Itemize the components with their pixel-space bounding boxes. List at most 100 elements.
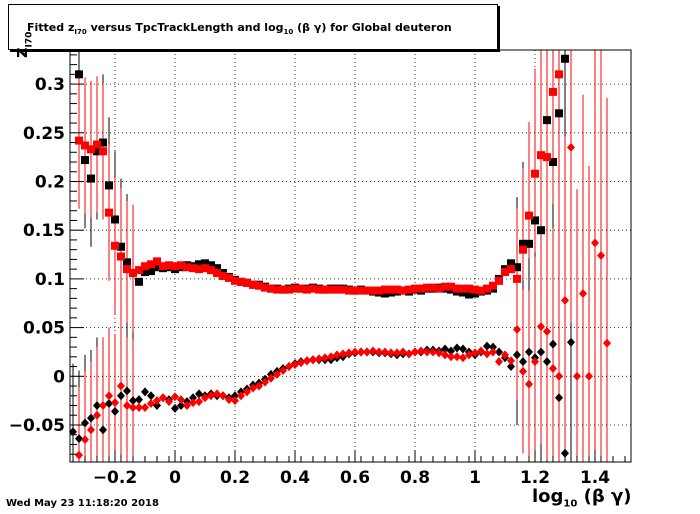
data-point-diamond bbox=[453, 343, 461, 353]
data-point-square bbox=[201, 264, 209, 273]
data-point-square bbox=[531, 169, 539, 178]
y-tick-labels: −0.05 0 0.05 0.1 0.15 0.2 0.25 0.3 bbox=[9, 75, 65, 436]
data-point-square bbox=[501, 268, 509, 277]
data-point-square bbox=[171, 262, 179, 271]
data-point-square bbox=[399, 286, 407, 295]
data-point-diamond bbox=[159, 393, 167, 403]
data-point-diamond bbox=[459, 353, 467, 363]
data-point-diamond bbox=[135, 395, 143, 405]
data-point-diamond bbox=[381, 347, 389, 357]
data-point-diamond bbox=[387, 348, 395, 358]
data-point-square bbox=[195, 260, 203, 269]
data-point-square bbox=[465, 290, 473, 299]
data-point-square bbox=[543, 153, 551, 162]
data-point-square bbox=[381, 285, 389, 294]
data-point-diamond bbox=[111, 398, 119, 408]
data-point-diamond bbox=[243, 387, 251, 397]
data-point-square bbox=[117, 252, 125, 261]
data-point-diamond bbox=[561, 295, 569, 305]
data-point-diamond bbox=[459, 344, 467, 354]
data-point-diamond bbox=[231, 396, 239, 406]
data-point-diamond bbox=[573, 371, 581, 381]
data-point-square bbox=[507, 265, 515, 274]
data-point-diamond bbox=[483, 349, 491, 359]
data-point-diamond bbox=[297, 358, 305, 368]
data-point-square bbox=[483, 284, 491, 293]
data-point-square bbox=[165, 261, 173, 270]
data-point-diamond bbox=[585, 371, 593, 381]
y-tick-label: 0.05 bbox=[23, 319, 65, 339]
data-point-diamond bbox=[201, 393, 209, 403]
data-point-diamond bbox=[591, 238, 599, 248]
x-tick-label: 0.6 bbox=[340, 468, 370, 488]
data-point-square bbox=[123, 265, 131, 274]
data-point-diamond bbox=[195, 389, 203, 399]
data-point-diamond bbox=[171, 403, 179, 413]
x-tick-label: 0.8 bbox=[400, 468, 430, 488]
data-point-diamond bbox=[537, 322, 545, 332]
y-tick-label: 0.25 bbox=[23, 124, 65, 144]
data-point-diamond bbox=[357, 347, 365, 357]
data-point-diamond bbox=[597, 251, 605, 261]
data-point-diamond bbox=[141, 387, 149, 397]
data-point-diamond bbox=[87, 425, 95, 435]
data-point-diamond bbox=[393, 348, 401, 358]
data-point-square bbox=[423, 283, 431, 292]
data-point-diamond bbox=[285, 362, 293, 372]
x-tick-label: 0.2 bbox=[220, 468, 250, 488]
data-point-square bbox=[285, 285, 293, 294]
data-point-square bbox=[375, 286, 383, 295]
data-point-diamond bbox=[555, 371, 563, 381]
data-point-square bbox=[207, 266, 215, 275]
data-point-diamond bbox=[225, 395, 233, 405]
data-point-square bbox=[561, 54, 569, 63]
data-point-square bbox=[153, 257, 161, 266]
data-point-diamond bbox=[171, 392, 179, 402]
data-point-square bbox=[291, 284, 299, 293]
data-point-diamond bbox=[429, 347, 437, 357]
data-point-diamond bbox=[543, 326, 551, 336]
data-point-square bbox=[129, 269, 137, 278]
data-point-diamond bbox=[117, 381, 125, 391]
data-point-diamond bbox=[141, 402, 149, 412]
data-point-square bbox=[465, 284, 473, 293]
data-point-square bbox=[123, 258, 131, 267]
data-point-square bbox=[477, 286, 485, 295]
x-tick-labels: −0.2 0 0.2 0.4 0.6 0.8 1 1.2 1.4 bbox=[93, 468, 610, 488]
data-point-square bbox=[207, 261, 215, 270]
data-point-diamond bbox=[117, 391, 125, 401]
data-point-square bbox=[147, 267, 155, 276]
data-point-diamond bbox=[489, 342, 497, 352]
y-tick-label: 0.1 bbox=[35, 270, 65, 290]
data-point-diamond bbox=[99, 425, 107, 435]
data-markers bbox=[69, 54, 611, 460]
data-point-square bbox=[93, 147, 101, 156]
data-point-square bbox=[105, 181, 113, 190]
data-point-square bbox=[495, 276, 503, 285]
data-point-diamond bbox=[93, 410, 101, 420]
data-point-square bbox=[177, 261, 185, 270]
data-point-diamond bbox=[321, 353, 329, 363]
x-tick-label: 1.4 bbox=[580, 468, 610, 488]
data-point-square bbox=[231, 276, 239, 285]
data-point-diamond bbox=[195, 397, 203, 407]
data-point-diamond bbox=[129, 402, 137, 412]
data-point-square bbox=[195, 265, 203, 274]
data-point-square bbox=[75, 70, 83, 79]
data-point-diamond bbox=[549, 363, 557, 373]
data-point-diamond bbox=[189, 398, 197, 408]
data-point-diamond bbox=[129, 396, 137, 406]
data-point-square bbox=[435, 284, 443, 293]
data-point-diamond bbox=[267, 373, 275, 383]
data-point-square bbox=[447, 282, 455, 291]
data-point-square bbox=[519, 239, 527, 248]
data-point-diamond bbox=[87, 413, 95, 423]
data-point-square bbox=[87, 145, 95, 154]
data-point-diamond bbox=[315, 354, 323, 364]
data-point-square bbox=[111, 241, 119, 250]
data-point-square bbox=[303, 285, 311, 294]
data-point-diamond bbox=[399, 347, 407, 357]
data-point-diamond bbox=[369, 346, 377, 356]
data-point-diamond bbox=[561, 448, 569, 458]
data-point-diamond bbox=[495, 357, 503, 367]
